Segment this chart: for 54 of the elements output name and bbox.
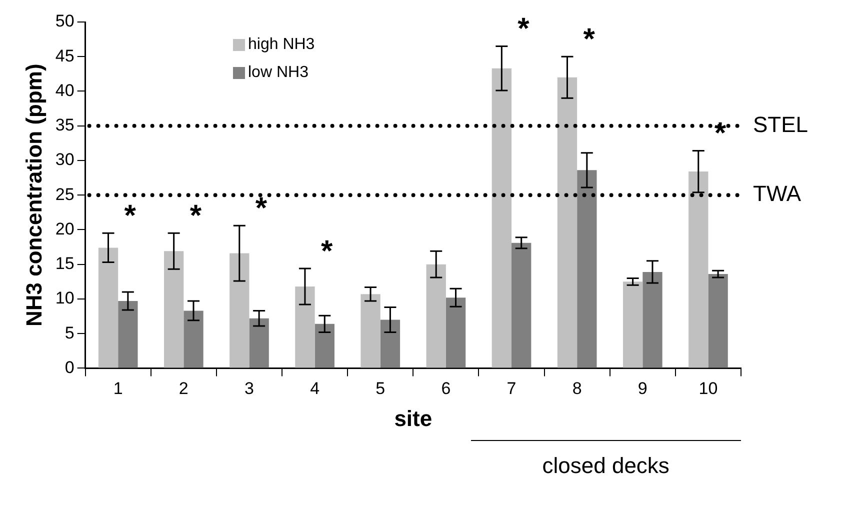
bar xyxy=(295,286,315,368)
annotation: * xyxy=(190,199,202,232)
y-tick-label: 40 xyxy=(55,80,74,100)
bar xyxy=(708,274,728,368)
bar xyxy=(622,282,643,368)
bar xyxy=(577,170,597,368)
bar xyxy=(512,242,532,368)
x-tick-label: 9 xyxy=(638,379,648,398)
x-tick-label: 4 xyxy=(310,379,320,398)
annotation: * xyxy=(583,22,596,56)
x-tick-label: 6 xyxy=(441,379,451,398)
bar xyxy=(230,253,250,368)
y-tick-label: 15 xyxy=(55,254,74,274)
bar xyxy=(446,298,466,368)
text: closed decks xyxy=(541,453,670,479)
annotation: * xyxy=(320,234,333,268)
bar xyxy=(184,310,204,368)
annotation: * xyxy=(255,192,268,225)
legend-label: low NH3 xyxy=(248,64,308,82)
y-tick-label: 45 xyxy=(55,46,74,66)
x-tick-label: 3 xyxy=(244,379,254,398)
y-tick-label: 50 xyxy=(55,12,74,31)
annotation: * xyxy=(518,12,530,46)
bar xyxy=(118,301,138,368)
bar xyxy=(688,172,708,368)
bar xyxy=(314,324,334,368)
legend-label: high NH3 xyxy=(248,36,315,54)
y-axis-title: NH3 concentration (ppm) xyxy=(21,64,46,326)
y-tick-label: 10 xyxy=(55,288,74,308)
y-tick-label: 0 xyxy=(64,358,74,377)
annotation: * xyxy=(124,199,136,232)
y-tick-label: 5 xyxy=(64,323,74,342)
bar xyxy=(642,272,662,368)
y-tick-label: 25 xyxy=(55,184,74,204)
bar xyxy=(164,251,184,368)
bar xyxy=(492,68,512,368)
y-tick-label: 20 xyxy=(55,219,74,238)
x-axis-title: site xyxy=(394,406,432,431)
bar xyxy=(249,318,269,368)
ref-line-label: TWA xyxy=(753,181,802,206)
y-tick-label: 35 xyxy=(55,116,74,135)
x-tick-label: 10 xyxy=(698,379,718,398)
bar xyxy=(360,294,380,368)
bar xyxy=(98,248,118,368)
x-tick-label: 8 xyxy=(572,379,582,398)
x-tick-label: 2 xyxy=(178,379,188,398)
x-tick-label: 1 xyxy=(113,379,123,398)
x-tick-label: 7 xyxy=(506,379,516,398)
bar xyxy=(380,320,400,368)
bar xyxy=(426,264,446,368)
bar xyxy=(557,77,578,368)
ref-line-label: STEL xyxy=(753,112,808,137)
y-tick-label: 30 xyxy=(55,150,74,170)
x-tick-label: 5 xyxy=(376,379,386,398)
